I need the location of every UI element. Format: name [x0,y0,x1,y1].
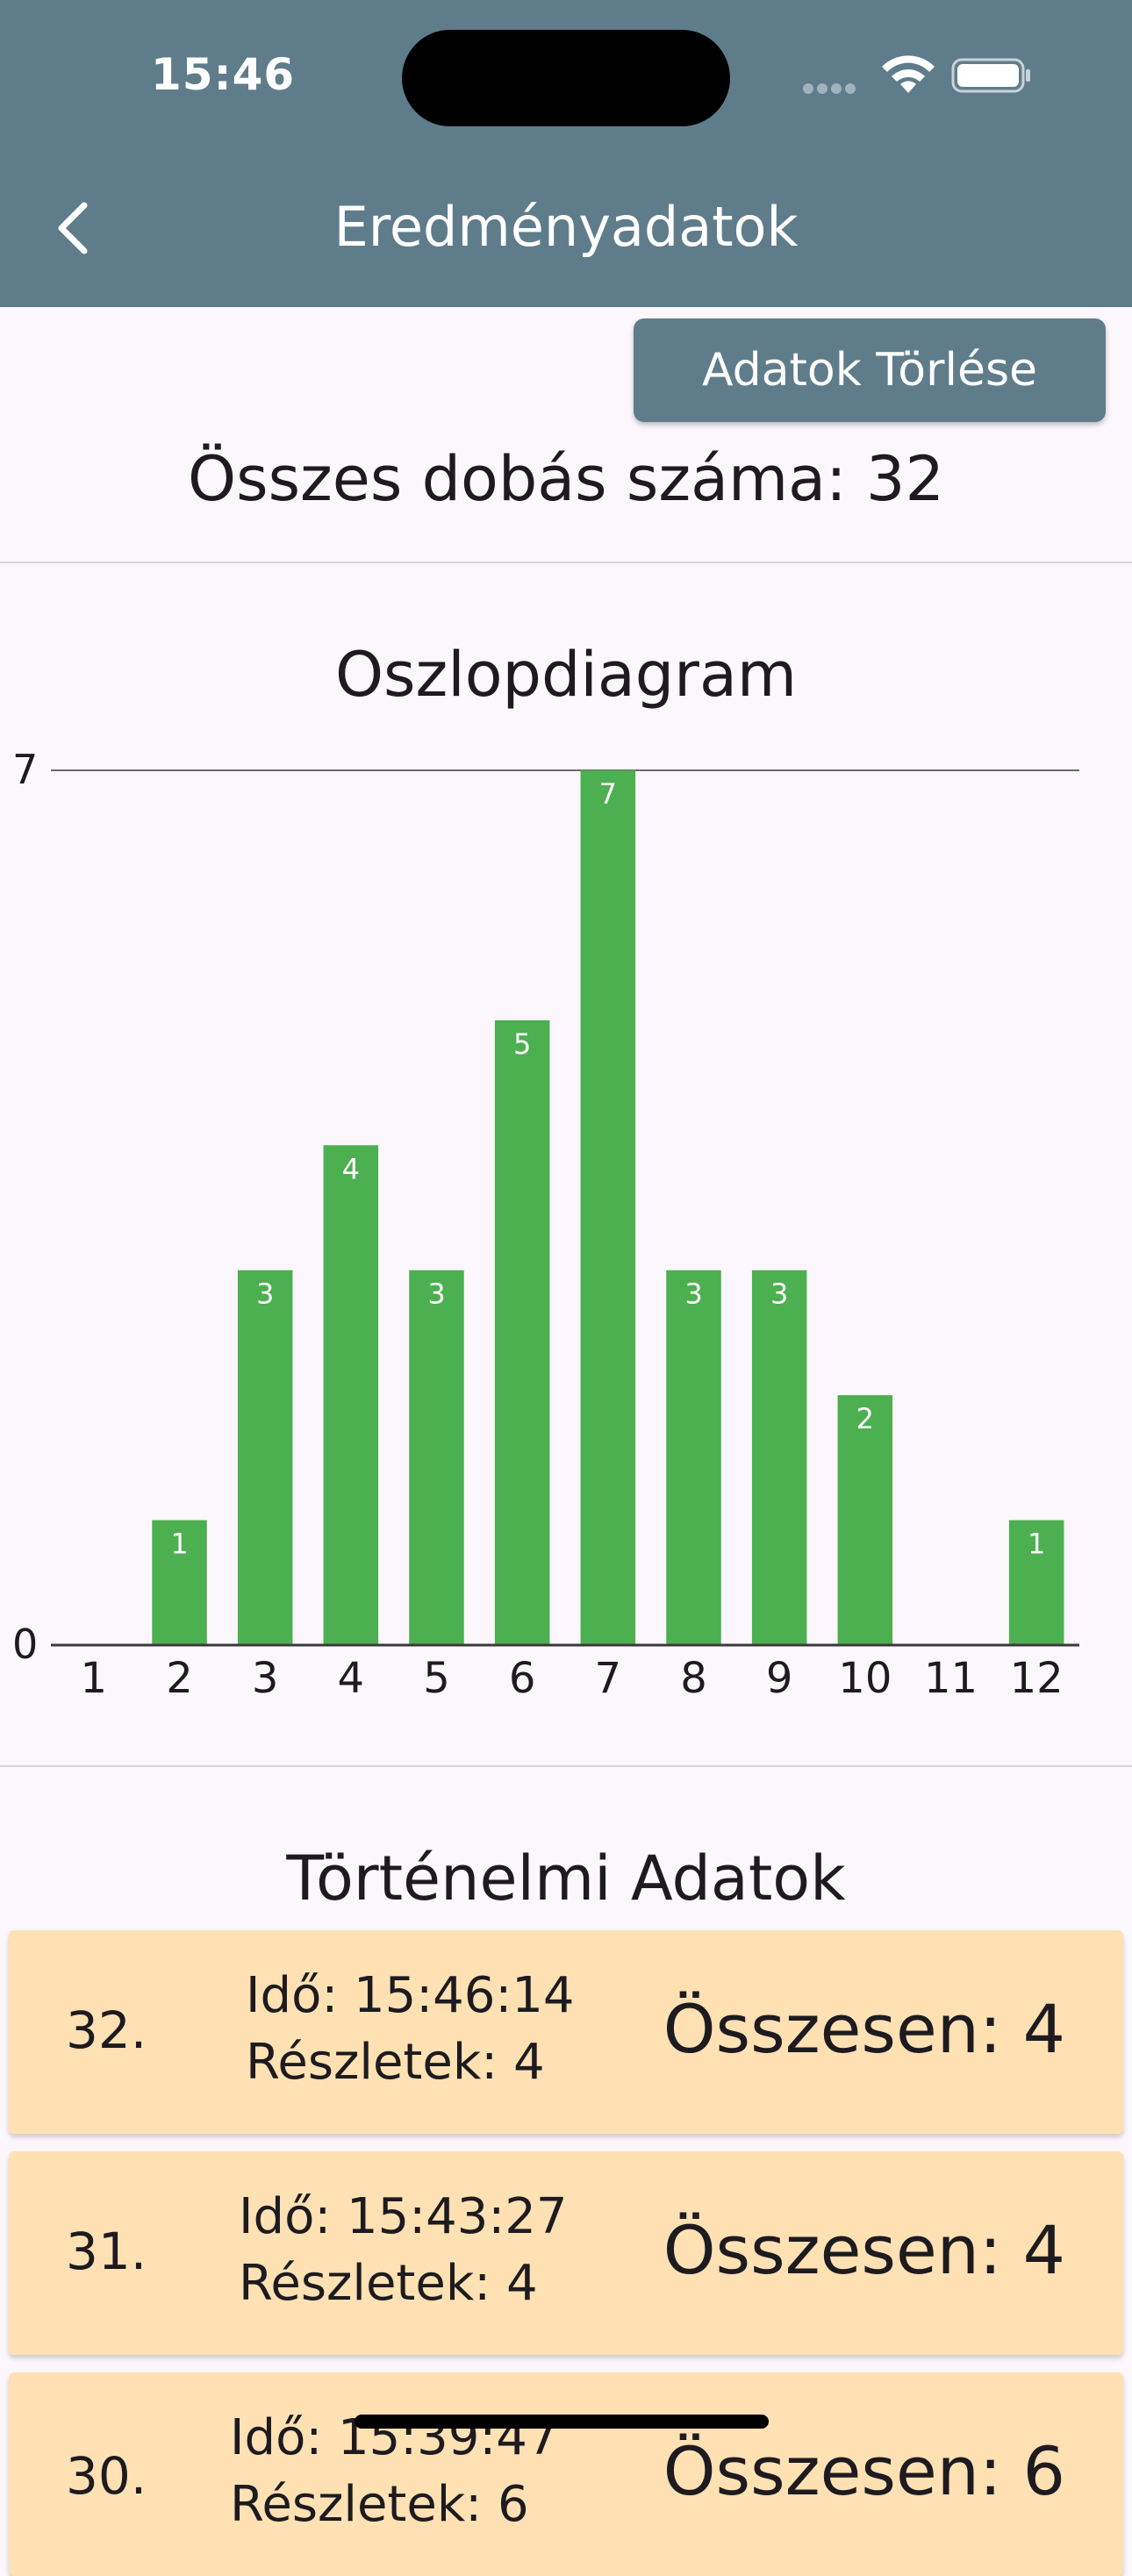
history-sum: Összesen: 6 [663,2432,1065,2510]
history-time: Idő: 15:46:14 [246,1967,575,2024]
bar [494,1020,550,1645]
x-tick-label: 5 [423,1654,450,1703]
x-tick-label: 4 [338,1654,365,1703]
divider [0,1765,1132,1767]
history-sum: Összesen: 4 [663,1990,1065,2068]
x-tick-label: 10 [838,1654,892,1703]
cellular-signal-icon [803,81,864,94]
history-card[interactable]: 31. Idő: 15:43:27 Részletek: 4 Összesen:… [9,2151,1123,2355]
bar [323,1145,379,1645]
chart-title: Oszlopdiagram [334,639,798,711]
delete-data-button[interactable]: Adatok Törlése [634,318,1106,422]
dynamic-island [402,30,730,126]
x-tick-label: 12 [1010,1654,1064,1703]
history-details: Részletek: 4 [246,2034,545,2091]
bar [152,1520,207,1645]
total-rolls-text: Összes dobás száma: 32 [188,443,944,515]
history-details: Részletek: 4 [239,2255,538,2312]
wifi-icon [882,55,935,93]
history-details: Részletek: 6 [230,2476,529,2533]
history-sum: Összesen: 4 [663,2211,1065,2289]
back-button[interactable] [44,193,105,263]
bar [1008,1520,1064,1645]
app-bar: 15:46 Eredményadatok [0,0,1132,307]
battery-icon [951,58,1030,93]
bar-value-label: 5 [513,1027,531,1061]
bar-value-label: 3 [684,1277,702,1311]
x-tick-label: 3 [252,1654,279,1703]
history-card[interactable]: 30. Idő: 15:39:47 Részletek: 6 Összesen:… [9,2372,1123,2576]
bar-value-label: 1 [170,1528,188,1561]
bar-value-label: 3 [256,1277,274,1311]
history-index: 32. [66,2000,147,2060]
history-title: Történelmi Adatok [286,1843,846,1914]
bar-value-label: 3 [427,1277,445,1311]
home-indicator [355,2415,769,2429]
status-time: 15:46 [151,49,296,100]
history-time: Idő: 15:43:27 [239,2188,568,2245]
bar-value-label: 4 [342,1152,360,1185]
bar [580,770,636,1645]
bar [237,1270,293,1645]
history-index: 30. [66,2446,147,2506]
x-tick-label: 6 [509,1654,536,1703]
y-tick-label: 0 [12,1621,38,1668]
x-tick-label: 2 [166,1654,193,1703]
x-tick-label: 1 [81,1654,108,1703]
bar-value-label: 7 [599,777,617,811]
x-tick-label: 7 [595,1654,622,1703]
history-index: 31. [66,2222,147,2281]
bar-value-label: 2 [856,1402,874,1435]
history-card[interactable]: 32. Idő: 15:46:14 Részletek: 4 Összesen:… [9,1930,1123,2134]
page-title: Eredményadatok [333,195,799,259]
x-tick-label: 11 [924,1654,978,1703]
bar [751,1270,807,1645]
y-tick-label: 7 [12,746,38,793]
bar-value-label: 1 [1028,1528,1045,1561]
bar-value-label: 3 [770,1277,788,1311]
bar [666,1270,721,1645]
delete-data-label: Adatok Törlése [701,344,1038,397]
x-tick-label: 8 [680,1654,707,1703]
bar [837,1395,893,1645]
x-tick-label: 9 [766,1654,793,1703]
divider [0,562,1132,563]
bar [409,1270,464,1645]
